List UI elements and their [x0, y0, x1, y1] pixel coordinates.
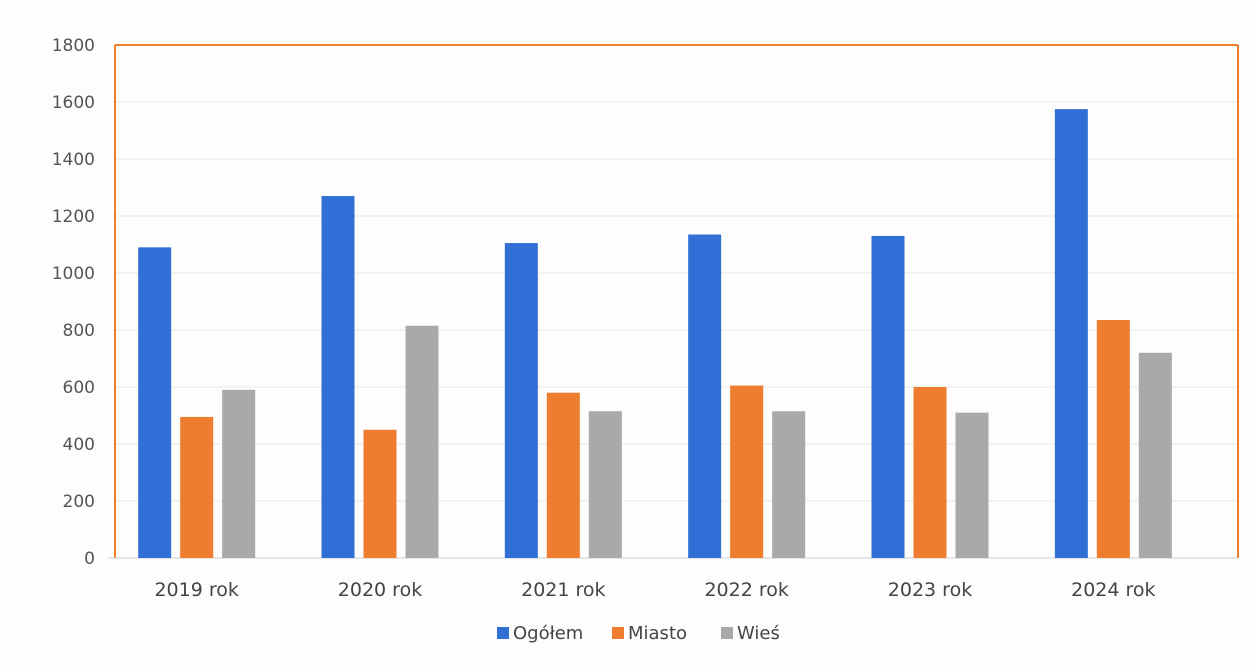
y-tick-label: 800 — [63, 321, 95, 341]
x-tick-label: 2021 rok — [521, 579, 605, 601]
bar-wieś-4 — [955, 412, 989, 558]
bar-ogółem-2 — [504, 243, 538, 558]
legend-item-1: Miasto — [612, 623, 687, 644]
bar-miasto-2 — [546, 392, 580, 558]
y-tick-label: 200 — [63, 492, 95, 512]
bar-miasto-4 — [913, 387, 947, 558]
bar-wieś-3 — [772, 411, 806, 558]
x-tick-label: 2020 rok — [338, 579, 422, 601]
y-tick-label: 1400 — [52, 150, 95, 170]
bar-miasto-1 — [363, 429, 397, 558]
bar-wieś-5 — [1138, 352, 1172, 558]
legend-item-0: Ogółem — [497, 623, 583, 644]
bar-wieś-0 — [222, 389, 256, 558]
bar-ogółem-4 — [871, 235, 905, 558]
bar-ogółem-1 — [321, 196, 355, 559]
x-tick-label: 2019 rok — [154, 579, 238, 601]
y-tick-label: 1600 — [52, 93, 95, 113]
y-tick-label: 1800 — [52, 36, 95, 56]
bar-ogółem-5 — [1054, 109, 1088, 558]
x-tick-label: 2024 rok — [1071, 579, 1155, 601]
y-tick-label: 0 — [84, 549, 95, 569]
y-tick-label: 400 — [63, 435, 95, 455]
y-tick-label: 1200 — [52, 207, 95, 227]
legend-label: Miasto — [628, 623, 687, 644]
legend-item-2: Wieś — [721, 623, 780, 644]
legend-label: Wieś — [737, 623, 780, 644]
x-axis: 2019 rok 2020 rok 2021 rok 2022 rok 2023 rok… — [154, 579, 1155, 601]
bar-wieś-2 — [588, 411, 622, 558]
bar-miasto-3 — [730, 385, 764, 558]
plot-frame — [108, 44, 1239, 559]
bar-wieś-1 — [405, 325, 439, 558]
legend-label: Ogółem — [513, 623, 583, 644]
y-axis: 0 200 400 600 800 1000 1200 1400 1600 1800 — [52, 36, 95, 569]
y-tick-label: 600 — [63, 378, 95, 398]
x-tick-label: 2022 rok — [704, 579, 788, 601]
legend: Ogółem Miasto Wieś — [497, 623, 780, 644]
legend-swatch — [497, 627, 509, 639]
legend-swatch — [612, 627, 624, 639]
bar-miasto-0 — [180, 416, 214, 558]
y-tick-label: 1000 — [52, 264, 95, 284]
x-tick-label: 2023 rok — [888, 579, 972, 601]
legend-swatch — [721, 627, 733, 639]
bar-ogółem-0 — [138, 247, 172, 558]
bar-miasto-5 — [1096, 320, 1130, 558]
bar-ogółem-3 — [688, 234, 722, 558]
bars — [138, 109, 1172, 559]
